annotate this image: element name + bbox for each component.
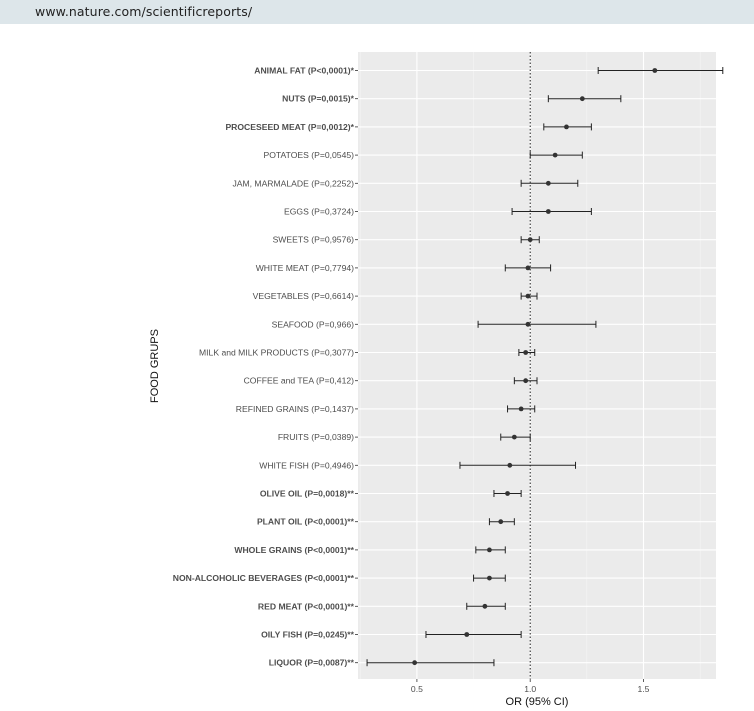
forest-row: RED MEAT (P<0,0001)** (258, 601, 506, 611)
or-point (464, 632, 470, 637)
row-label: OILY FISH (P=0,0245)** (261, 630, 355, 640)
or-point (487, 575, 492, 581)
data-rows: ANIMAL FAT (P<0,0001)* NUTS (P=0,0015)* PR… (173, 66, 724, 668)
or-point (412, 660, 418, 666)
or-point (511, 434, 517, 440)
or-point (525, 321, 531, 327)
forest-row: COFFEE and TEA (P=0,412) (244, 376, 538, 386)
row-label: VEGETABLES (P=0,6614) (253, 291, 354, 301)
x-tick-label: 1.0 (524, 684, 536, 694)
or-point (527, 237, 533, 243)
x-axis-ticks: 0.5 1.0 1.5 (411, 679, 650, 694)
forest-row: POTATOES (P=0,0545) (263, 150, 583, 160)
plot-panel (358, 52, 716, 679)
or-point (552, 152, 558, 158)
forest-row: VEGETABLES (P=0,6614) (253, 291, 538, 301)
or-point (525, 293, 531, 299)
or-point (652, 68, 658, 73)
row-label: WHITE FISH (P=0,4946) (259, 460, 354, 470)
y-axis-title: FOOD GRUPS (149, 329, 161, 403)
x-tick-label: 1.5 (638, 684, 650, 694)
forest-row: SWEETS (P=0,9576) (273, 235, 540, 245)
row-label: SWEETS (P=0,9576) (273, 235, 355, 245)
forest-row: JAM, MARMALADE (P=0,2252) (232, 178, 579, 188)
or-point (579, 96, 585, 102)
forest-row: EGGS (P=0,3724) (284, 207, 592, 217)
or-point (498, 519, 504, 525)
row-label: NON-ALCOHOLIC BEVERAGES (P<0,0001)** (173, 573, 355, 583)
row-label: FRUITS (P=0,0389) (278, 432, 354, 442)
or-point (564, 124, 569, 130)
row-label: NUTS (P=0,0015)* (282, 94, 355, 104)
row-label: MILK and MILK PRODUCTS (P=0,3077) (199, 348, 354, 358)
row-label: WHITE MEAT (P=0,7794) (256, 263, 354, 273)
or-point (505, 491, 510, 496)
forest-row: PLANT OIL (P<0,0001)** (257, 517, 515, 527)
forest-row: NON-ALCOHOLIC BEVERAGES (P<0,0001)** (173, 573, 506, 583)
row-label: PROCESEED MEAT (P=0,0012)* (225, 122, 354, 132)
or-point (545, 209, 551, 214)
x-tick-label: 0.5 (411, 684, 423, 694)
forest-row: WHITE MEAT (P=0,7794) (256, 263, 552, 273)
journal-url: www.nature.com/scientificreports/ (35, 4, 253, 19)
header-bar: www.nature.com/scientificreports/ (0, 0, 754, 24)
row-label: SEAFOOD (P=0,966) (272, 319, 355, 329)
forest-row: WHOLE GRAINS (P<0,0001)** (234, 545, 506, 555)
row-label: JAM, MARMALADE (P=0,2252) (232, 178, 354, 188)
or-point (518, 406, 524, 412)
row-label: EGGS (P=0,3724) (284, 207, 354, 217)
or-point (545, 180, 551, 186)
forest-row: OLIVE OIL (P=0,0018)** (260, 489, 522, 499)
row-label: RED MEAT (P<0,0001)** (258, 601, 355, 611)
or-point (523, 378, 529, 384)
forest-row: SEAFOOD (P=0,966) (272, 319, 597, 329)
or-point (487, 547, 492, 553)
row-label: ANIMAL FAT (P<0,0001)* (254, 66, 354, 76)
or-point (482, 603, 488, 609)
row-label: PLANT OIL (P<0,0001)** (257, 517, 355, 527)
row-label: POTATOES (P=0,0545) (263, 150, 354, 160)
forest-row: REFINED GRAINS (P=0,1437) (236, 404, 536, 414)
or-point (523, 350, 529, 355)
forest-row: MILK and MILK PRODUCTS (P=0,3077) (199, 348, 536, 358)
row-label: OLIVE OIL (P=0,0018)** (260, 489, 355, 499)
or-point (507, 462, 513, 468)
x-axis-title: OR (95% CI) (506, 696, 569, 708)
forest-row: NUTS (P=0,0015)* (282, 94, 622, 104)
forest-row: OILY FISH (P=0,0245)** (261, 630, 522, 640)
row-label: COFFEE and TEA (P=0,412) (244, 376, 355, 386)
forest-row: FRUITS (P=0,0389) (278, 432, 531, 442)
forest-row: WHITE FISH (P=0,4946) (259, 460, 577, 470)
row-label: WHOLE GRAINS (P<0,0001)** (234, 545, 354, 555)
or-point (525, 265, 531, 271)
forest-row: ANIMAL FAT (P<0,0001)* (254, 66, 724, 76)
forest-row: LIQUOR (P=0,0087)** (269, 658, 495, 668)
forest-row: PROCESEED MEAT (P=0,0012)* (225, 122, 592, 132)
row-label: LIQUOR (P=0,0087)** (269, 658, 355, 668)
row-label: REFINED GRAINS (P=0,1437) (236, 404, 354, 414)
